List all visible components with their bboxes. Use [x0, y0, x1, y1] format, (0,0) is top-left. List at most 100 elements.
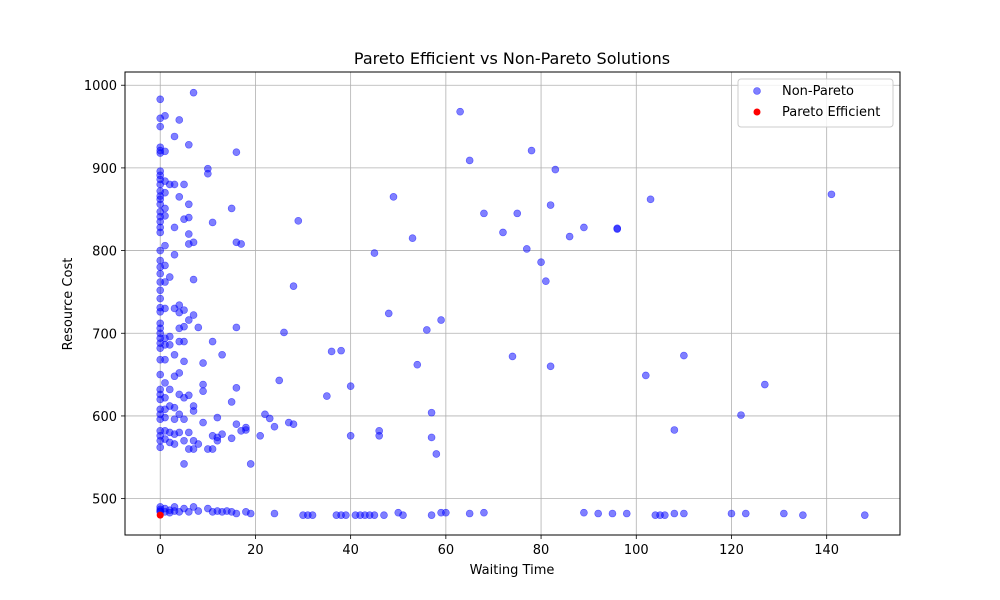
non-pareto-point	[213, 413, 222, 422]
non-pareto-point	[232, 384, 241, 392]
non-pareto-point	[189, 407, 198, 415]
non-pareto-point	[580, 508, 588, 517]
non-pareto-point	[546, 362, 555, 371]
axis-ticks: 0 20 40 60 80 100 120 140 500 600 700 800 900 1000	[84, 79, 839, 558]
non-pareto-point	[546, 201, 555, 209]
non-pareto-point	[465, 509, 474, 518]
non-pareto-point	[161, 413, 169, 422]
non-pareto-point	[175, 428, 184, 437]
non-pareto-point	[175, 193, 184, 201]
non-pareto-point	[527, 146, 536, 155]
non-pareto-point	[580, 223, 588, 232]
non-pareto-point	[337, 346, 345, 355]
non-pareto-point	[342, 511, 350, 519]
non-pareto-point	[161, 188, 169, 197]
non-pareto-point	[189, 445, 198, 453]
non-pareto-point	[180, 436, 188, 445]
non-pareto-point	[161, 304, 169, 313]
plot-frame	[124, 71, 901, 536]
non-pareto-point	[184, 391, 193, 400]
non-pareto-point	[799, 511, 807, 519]
non-pareto-point	[156, 200, 165, 209]
non-pareto-point	[180, 415, 188, 424]
non-pareto-point	[294, 217, 303, 225]
non-pareto-point	[194, 440, 203, 448]
non-pareto-point	[156, 269, 165, 278]
non-pareto-point	[194, 323, 203, 332]
non-pareto-point	[180, 306, 188, 314]
y-tick-label: 600	[92, 410, 117, 425]
non-pareto-point	[780, 509, 788, 518]
non-pareto-point	[208, 445, 217, 453]
y-tick-label: 700	[92, 327, 117, 342]
non-pareto-point	[184, 230, 193, 238]
non-pareto-point	[423, 326, 431, 334]
non-pareto-point	[346, 382, 355, 390]
non-pareto-point	[189, 311, 198, 319]
non-pareto-point	[622, 509, 631, 518]
non-pareto-point	[270, 509, 279, 518]
non-pareto-point	[465, 156, 474, 165]
non-pareto-point	[170, 180, 179, 189]
non-pareto-point	[189, 275, 198, 284]
non-pareto-point	[427, 408, 436, 417]
legend-marker-non-pareto	[753, 87, 761, 95]
legend-box	[737, 78, 894, 128]
non-pareto-point	[208, 218, 217, 227]
non-pareto-point	[323, 392, 331, 400]
non-pareto-point	[161, 379, 169, 387]
non-pareto-point	[180, 322, 188, 331]
non-pareto-point	[499, 228, 507, 237]
non-pareto-point	[161, 147, 169, 156]
non-pareto-point	[161, 112, 169, 120]
non-pareto-point	[408, 234, 417, 242]
grid-lines	[125, 72, 900, 535]
chart-title: Pareto Efficient vs Non-Pareto Solutions	[354, 49, 670, 68]
non-pareto-point	[204, 169, 212, 178]
non-pareto-point	[208, 337, 217, 346]
non-pareto-point	[661, 511, 669, 519]
non-pareto-point	[161, 278, 169, 286]
non-pareto-point	[227, 204, 236, 213]
non-pareto-point	[156, 95, 165, 104]
non-pareto-point	[161, 393, 169, 402]
non-pareto-point	[199, 418, 207, 427]
non-pareto-point	[156, 246, 165, 255]
non-pareto-point	[389, 193, 398, 201]
x-tick-label: 0	[156, 543, 164, 558]
non-pareto-point	[175, 301, 184, 309]
non-pareto-point	[227, 398, 236, 406]
non-pareto-point	[161, 261, 169, 270]
non-pareto-point	[427, 511, 436, 519]
non-pareto-point	[156, 370, 165, 379]
non-pareto-point	[232, 323, 241, 332]
x-tick-label: 140	[814, 543, 839, 558]
y-axis-label: Resource Cost	[61, 258, 76, 351]
non-pareto-point	[442, 508, 450, 517]
non-pareto-point	[275, 376, 284, 385]
non-pareto-point	[594, 509, 602, 518]
non-pareto-point	[860, 511, 869, 519]
non-pareto-point	[213, 436, 222, 445]
legend-label-non-pareto: Non-Pareto	[782, 84, 854, 99]
non-pareto-point	[413, 360, 422, 369]
non-pareto-point	[370, 511, 379, 519]
non-pareto-point	[199, 380, 207, 389]
non-pareto-point	[161, 241, 169, 250]
non-pareto-point	[165, 341, 174, 349]
non-pareto-point	[737, 411, 745, 419]
x-tick-label: 80	[533, 543, 550, 558]
non-pareto-point	[432, 450, 441, 458]
pareto-efficient-point	[156, 511, 164, 519]
non-pareto-point	[537, 258, 545, 266]
non-pareto-point	[565, 232, 574, 241]
non-pareto-point	[380, 511, 388, 519]
y-tick-label: 800	[92, 245, 117, 260]
non-pareto-point	[175, 410, 184, 419]
non-pareto-point	[680, 509, 688, 518]
non-pareto-point	[646, 195, 655, 204]
non-pareto-point	[184, 508, 193, 516]
non-pareto-point	[613, 225, 622, 233]
non-pareto-point	[218, 350, 226, 359]
non-pareto-point	[346, 431, 355, 440]
